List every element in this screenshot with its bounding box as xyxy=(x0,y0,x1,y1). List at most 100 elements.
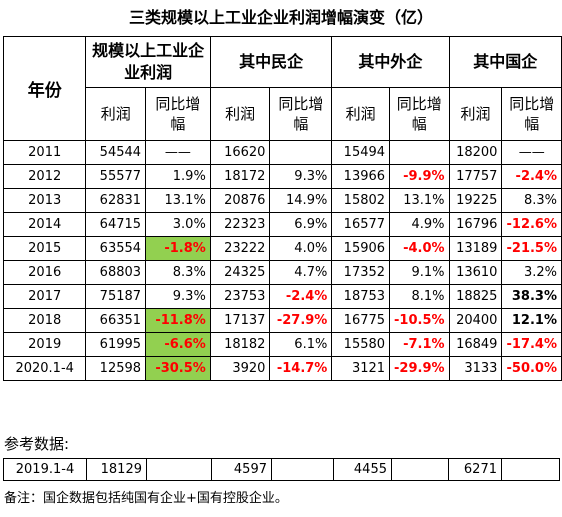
yoy-cell: —— xyxy=(501,140,562,165)
reference-cell: 18129 xyxy=(86,458,147,481)
yoy-cell: 8.3% xyxy=(501,188,562,213)
table-row: 2013 62831 13.1% 20876 14.9% 15802 13.1% 19225 8… xyxy=(2,188,562,213)
profit-cell: 61995 xyxy=(85,332,147,357)
header-year: 年份 xyxy=(2,36,87,141)
profit-cell: 66351 xyxy=(85,308,147,333)
profit-cell: 18825 xyxy=(448,284,503,309)
yoy-cell: -4.0% xyxy=(389,236,450,261)
year-cell: 2019 xyxy=(2,332,87,357)
yoy-cell: -27.9% xyxy=(269,308,333,333)
profit-cell: 62831 xyxy=(85,188,147,213)
table-row: 2017 75187 9.3% 23753 -2.4% 18753 8.1% 18825 38.… xyxy=(2,284,562,309)
reference-cell: 4455 xyxy=(333,458,392,481)
profit-cell: 15802 xyxy=(331,188,391,213)
profit-cell: 13610 xyxy=(448,260,503,285)
header-group-private: 其中民企 xyxy=(209,36,333,88)
yoy-cell: -21.5% xyxy=(501,236,562,261)
yoy-cell: -12.6% xyxy=(501,212,562,237)
yoy-cell: 13.1% xyxy=(389,188,450,213)
table-row: 2014 64715 3.0% 22323 6.9% 16577 4.9% 16796 -12.… xyxy=(2,212,562,237)
profit-cell: 20400 xyxy=(448,308,503,333)
profit-cell: 16775 xyxy=(331,308,391,333)
profit-cell: 68803 xyxy=(85,260,147,285)
yoy-cell: -17.4% xyxy=(501,332,562,357)
reference-cell xyxy=(271,458,334,481)
reference-cell: 4597 xyxy=(211,458,272,481)
header-profit: 利润 xyxy=(85,87,147,141)
reference-cell xyxy=(391,458,449,481)
yoy-cell: 4.7% xyxy=(269,260,333,285)
profit-cell: 15906 xyxy=(331,236,391,261)
yoy-cell: -50.0% xyxy=(501,356,562,381)
yoy-cell: -2.4% xyxy=(269,284,333,309)
yoy-cell: 6.9% xyxy=(269,212,333,237)
table-row: 2012 55577 1.9% 18172 9.3% 13966 -9.9% 17757 -2.… xyxy=(2,164,562,189)
profit-cell: 19225 xyxy=(448,188,503,213)
table-row: 2016 68803 8.3% 24325 4.7% 17352 9.1% 13610 3.2% xyxy=(2,260,562,285)
profit-table: 年份 规模以上工业企业利润 其中民企 其中外企 其中国企 利润 同比增幅 利润 … xyxy=(2,36,562,381)
profit-cell: 15494 xyxy=(331,140,391,165)
year-cell: 2016 xyxy=(2,260,87,285)
yoy-cell: -14.7% xyxy=(269,356,333,381)
year-cell: 2013 xyxy=(2,188,87,213)
header-yoy: 同比增幅 xyxy=(145,87,211,141)
yoy-cell: -2.4% xyxy=(501,164,562,189)
header-profit: 利润 xyxy=(448,87,503,141)
yoy-cell: -1.8% xyxy=(145,236,211,261)
profit-cell: 22323 xyxy=(209,212,271,237)
yoy-cell: 3.2% xyxy=(501,260,562,285)
yoy-cell: 8.3% xyxy=(145,260,211,285)
profit-cell: 18753 xyxy=(331,284,391,309)
reference-label: 参考数据: xyxy=(4,435,70,453)
profit-cell: 16620 xyxy=(209,140,271,165)
profit-cell: 16577 xyxy=(331,212,391,237)
year-cell: 2017 xyxy=(2,284,87,309)
yoy-cell: 12.1% xyxy=(501,308,562,333)
yoy-cell: 8.1% xyxy=(389,284,450,309)
profit-cell: 15580 xyxy=(331,332,391,357)
profit-cell: 75187 xyxy=(85,284,147,309)
yoy-cell: 3.0% xyxy=(145,212,211,237)
header-yoy: 同比增幅 xyxy=(389,87,450,141)
yoy-cell: 9.1% xyxy=(389,260,450,285)
year-cell: 2020.1-4 xyxy=(2,356,87,381)
yoy-cell: 6.1% xyxy=(269,332,333,357)
table-row: 2011 54544 —— 16620 15494 18200 —— xyxy=(2,140,562,165)
header-yoy: 同比增幅 xyxy=(501,87,562,141)
profit-cell: 17352 xyxy=(331,260,391,285)
table-row: 2015 63554 -1.8% 23222 4.0% 15906 -4.0% 13189 -2… xyxy=(2,236,562,261)
profit-cell: 63554 xyxy=(85,236,147,261)
yoy-cell: 9.3% xyxy=(269,164,333,189)
header-yoy: 同比增幅 xyxy=(269,87,333,141)
profit-cell: 18200 xyxy=(448,140,503,165)
reference-year: 2019.1-4 xyxy=(3,458,87,481)
profit-cell: 13189 xyxy=(448,236,503,261)
profit-cell: 24325 xyxy=(209,260,271,285)
year-cell: 2014 xyxy=(2,212,87,237)
profit-cell: 12598 xyxy=(85,356,147,381)
profit-cell: 17137 xyxy=(209,308,271,333)
yoy-cell: 4.0% xyxy=(269,236,333,261)
profit-cell: 55577 xyxy=(85,164,147,189)
yoy-cell: -29.9% xyxy=(389,356,450,381)
year-cell: 2015 xyxy=(2,236,87,261)
header-profit: 利润 xyxy=(209,87,271,141)
profit-cell: 3920 xyxy=(209,356,271,381)
reference-row: 2019.1-4 18129 4597 4455 6271 xyxy=(3,458,560,481)
yoy-cell: -7.1% xyxy=(389,332,450,357)
header-group-total: 规模以上工业企业利润 xyxy=(85,36,211,88)
year-cell: 2018 xyxy=(2,308,87,333)
yoy-cell xyxy=(269,140,333,165)
table-row: 2020.1-4 12598 -30.5% 3920 -14.7% 3121 -29.9% 3… xyxy=(2,356,562,381)
header-group-foreign: 其中外企 xyxy=(331,36,450,88)
profit-cell: 23753 xyxy=(209,284,271,309)
profit-cell: 17757 xyxy=(448,164,503,189)
yoy-cell: -9.9% xyxy=(389,164,450,189)
yoy-cell: —— xyxy=(145,140,211,165)
table-row: 2019 61995 -6.6% 18182 6.1% 15580 -7.1% 16849 -1… xyxy=(2,332,562,357)
reference-cell: 6271 xyxy=(448,458,502,481)
year-cell: 2012 xyxy=(2,164,87,189)
reference-cell xyxy=(501,458,560,481)
table-row: 2018 66351 -11.8% 17137 -27.9% 16775 -10.5% 204… xyxy=(2,308,562,333)
yoy-cell: 14.9% xyxy=(269,188,333,213)
